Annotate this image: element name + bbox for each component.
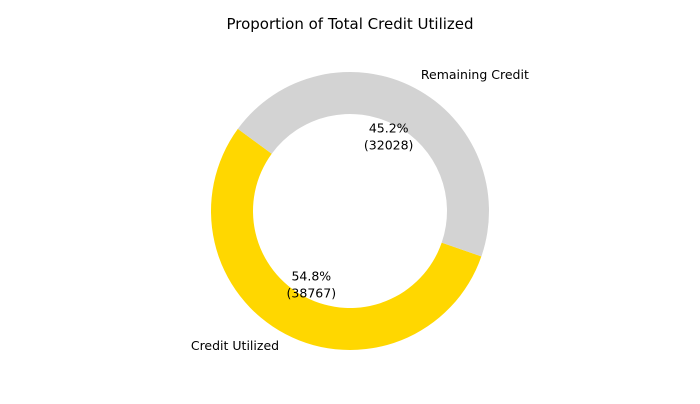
donut-slice-credit-utilized	[210, 128, 482, 350]
slice-percent-credit-utilized: 54.8%	[291, 268, 331, 283]
slice-label-remaining-credit: Remaining Credit	[421, 67, 529, 82]
slice-value-credit-utilized: (38767)	[287, 285, 337, 300]
labels-layer: Credit Utilized 54.8% (38767) Remaining Cre…	[191, 67, 529, 353]
slice-label-credit-utilized: Credit Utilized	[191, 338, 279, 353]
chart-title: Proportion of Total Credit Utilized	[226, 15, 473, 33]
slices-layer	[210, 72, 489, 350]
donut-slice-remaining-credit	[237, 72, 489, 257]
slice-value-remaining-credit: (32028)	[364, 138, 414, 153]
slice-percent-remaining-credit: 45.2%	[369, 121, 409, 136]
